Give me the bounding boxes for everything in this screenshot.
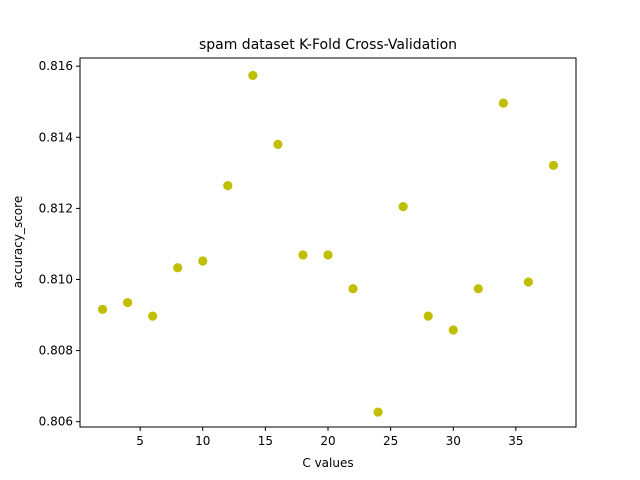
data-point [348,284,358,294]
y-tick-label: 0.816 [39,59,73,73]
x-axis-ticks: 5 10 15 20 25 30 35 [136,427,524,448]
data-point [248,70,258,81]
data-point [198,256,208,266]
data-point [323,250,333,260]
x-tick-label: 30 [446,434,461,448]
data-point [523,277,534,287]
data-points [97,70,559,417]
x-tick-label: 5 [136,434,144,448]
axes-frame [79,57,577,428]
data-point [298,250,308,260]
x-tick-label: 15 [258,434,273,448]
x-axis-label: C values [302,456,353,470]
x-tick-label: 35 [508,434,523,448]
chart-title: spam dataset K-Fold Cross-Validation [199,37,457,53]
y-axis-ticks: 0.806 0.808 0.810 0.812 0.814 0.816 [39,59,80,429]
data-point [398,202,408,212]
data-point [148,311,158,321]
data-point [448,325,458,335]
data-point [473,284,483,294]
x-tick-label: 20 [320,434,335,448]
y-tick-label: 0.814 [39,130,73,144]
y-tick-label: 0.808 [39,344,73,358]
data-point [423,311,433,321]
x-tick-label: 25 [383,434,398,448]
data-point [273,139,283,149]
y-tick-label: 0.812 [39,201,73,215]
data-point [548,160,559,170]
y-tick-label: 0.806 [39,415,73,429]
x-tick-label: 10 [195,434,210,448]
data-point [97,304,108,314]
data-point [223,181,233,191]
data-point [373,407,383,417]
data-point [498,98,508,108]
data-point [123,297,133,308]
y-axis-label: accuracy_score [11,196,25,288]
data-point [173,263,183,273]
y-tick-label: 0.810 [39,272,73,286]
